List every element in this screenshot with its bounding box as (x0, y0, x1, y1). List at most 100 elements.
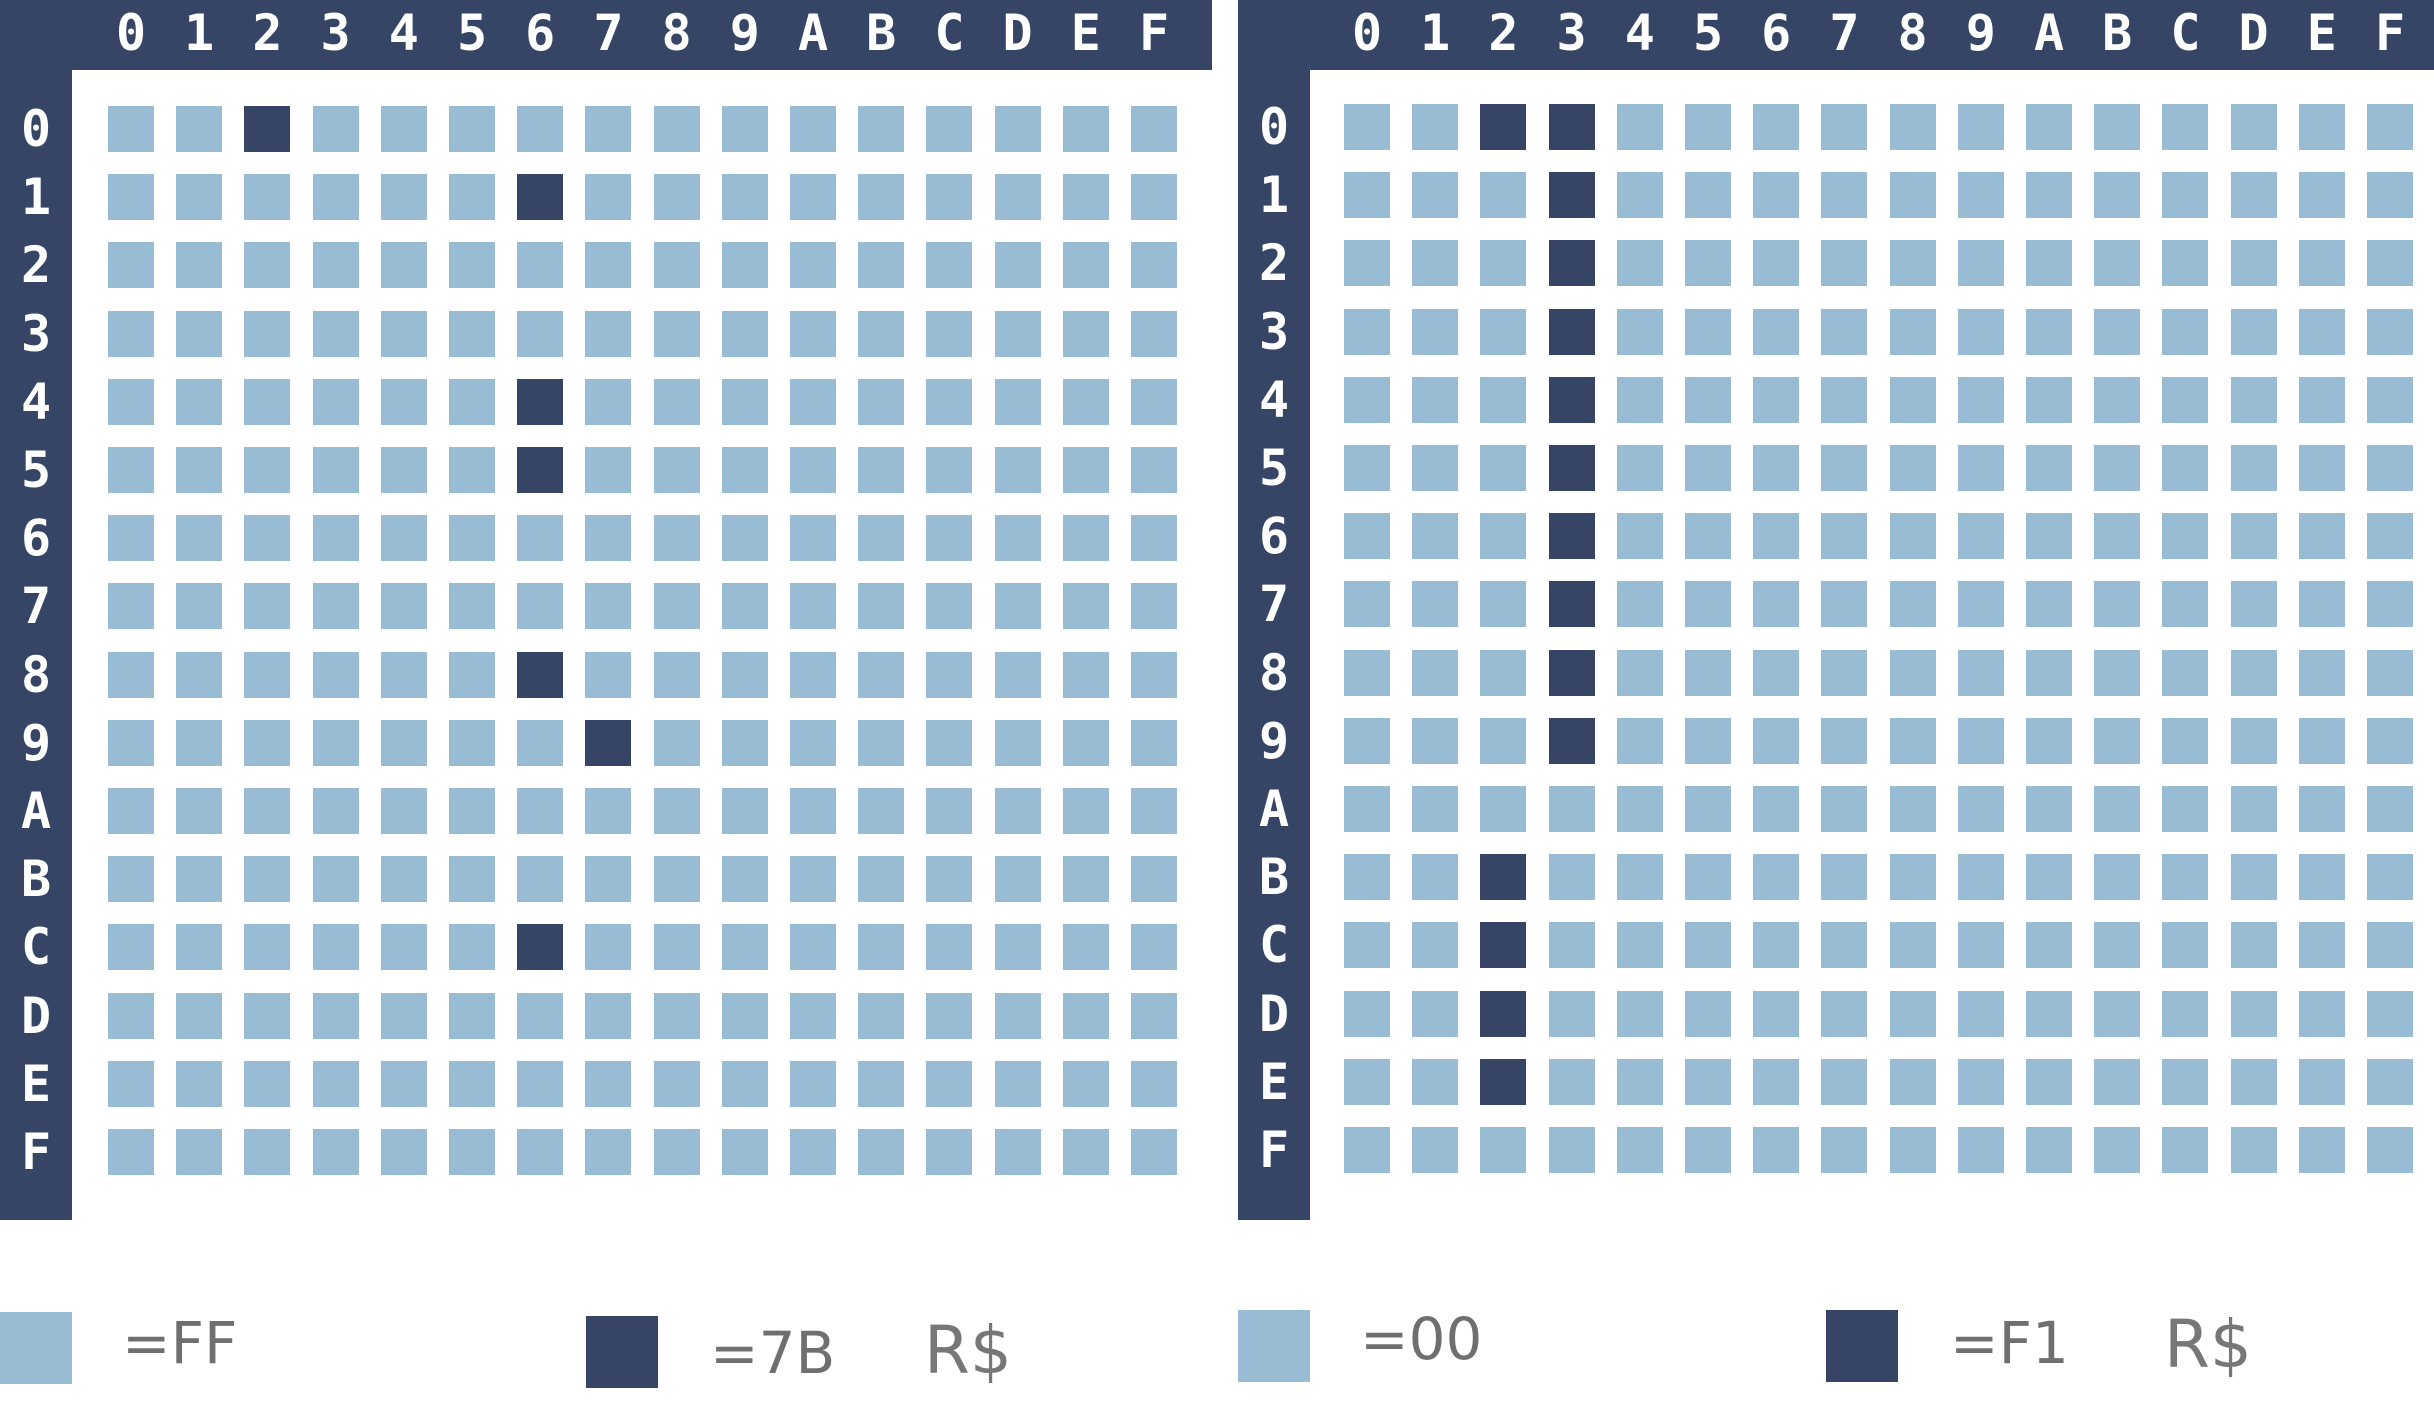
grid-cell-39 (1958, 309, 2004, 355)
grid-cell-D6 (517, 993, 563, 1039)
grid-cell-31 (1412, 309, 1458, 355)
grid-cell-B2 (1480, 854, 1526, 900)
grid-cell-C7 (1821, 922, 1867, 968)
grid-cell-28 (1890, 240, 1936, 286)
grid-cell-90 (1344, 718, 1390, 764)
grid-cell-E8 (1890, 1059, 1936, 1105)
column-header-bar (0, 0, 1212, 70)
grid-cell-87 (585, 652, 631, 698)
grid-cell-68 (654, 515, 700, 561)
grid-cell-E1 (176, 1061, 222, 1107)
grid-cell-2A (2026, 240, 2072, 286)
grid-cell-A0 (1344, 786, 1390, 832)
grid-cell-03 (1549, 104, 1595, 150)
grid-cell-B8 (654, 856, 700, 902)
grid-cell-4F (2367, 377, 2413, 423)
grid-cell-82 (244, 652, 290, 698)
grid-cell-E4 (381, 1061, 427, 1107)
grid-cell-71 (176, 583, 222, 629)
grid-cell-E2 (1480, 1059, 1526, 1105)
grid-cell-0B (858, 106, 904, 152)
grid-cell-80 (1344, 650, 1390, 696)
grid-cell-8E (1063, 652, 1109, 698)
grid-cell-A1 (176, 788, 222, 834)
grid-cell-1C (2162, 172, 2208, 218)
grid-cell-A4 (381, 788, 427, 834)
grid-cell-E0 (1344, 1059, 1390, 1105)
grid-cell-A9 (1958, 786, 2004, 832)
grid-cell-06 (517, 106, 563, 152)
grid-cell-04 (1617, 104, 1663, 150)
row-label-4: 4 (20, 372, 52, 431)
grid-cell-F7 (1821, 1127, 1867, 1173)
grid-cell-CA (2026, 922, 2072, 968)
grid-cell-B6 (1753, 854, 1799, 900)
grid-cell-95 (1685, 718, 1731, 764)
grid-cell-13 (313, 174, 359, 220)
grid-cell-45 (449, 379, 495, 425)
grid-cell-C6 (517, 924, 563, 970)
grid-cell-CA (790, 924, 836, 970)
grid-cell-29 (1958, 240, 2004, 286)
grid-cell-D9 (1958, 991, 2004, 1037)
grid-cell-01 (1412, 104, 1458, 150)
row-label-3: 3 (1258, 302, 1290, 361)
grid-cell-BA (790, 856, 836, 902)
row-label-F: F (1258, 1121, 1290, 1179)
grid-cell-BD (995, 856, 1041, 902)
grid-cell-1F (1131, 174, 1177, 220)
grid-cell-5A (2026, 445, 2072, 491)
grid-cell-61 (176, 515, 222, 561)
grid-cell-BE (2299, 854, 2345, 900)
grid-cell-58 (1890, 445, 1936, 491)
grid-cell-F3 (313, 1129, 359, 1175)
grid-cell-37 (1821, 309, 1867, 355)
grid-cell-DB (858, 993, 904, 1039)
row-label-5: 5 (20, 441, 52, 499)
grid-cell-21 (176, 242, 222, 288)
row-label-2: 2 (20, 236, 52, 295)
row-label-9: 9 (1258, 711, 1290, 770)
grid-cell-04 (381, 106, 427, 152)
grid-cell-85 (1685, 650, 1731, 696)
grid-cell-0C (926, 106, 972, 152)
grid-cell-FC (926, 1129, 972, 1175)
grid-cell-65 (1685, 513, 1731, 559)
grid-cell-B7 (1821, 854, 1867, 900)
grid-cell-FF (2367, 1127, 2413, 1173)
grid-cell-EA (2026, 1059, 2072, 1105)
grid-cell-A1 (1412, 786, 1458, 832)
grid-cell-92 (244, 720, 290, 766)
grid-cell-97 (1821, 718, 1867, 764)
grid-cell-FD (2231, 1127, 2277, 1173)
column-header-bar (1238, 0, 2434, 70)
grid-cell-CD (2231, 922, 2277, 968)
grid-cell-FA (790, 1129, 836, 1175)
grid-cell-D5 (449, 993, 495, 1039)
grid-cell-D6 (1753, 991, 1799, 1037)
grid-cell-02 (1480, 104, 1526, 150)
grid-cell-2A (790, 242, 836, 288)
grid-cell-41 (1412, 377, 1458, 423)
grid-cell-F5 (1685, 1127, 1731, 1173)
grid-cell-D8 (1890, 991, 1936, 1037)
grid-cell-A3 (313, 788, 359, 834)
grid-cell-7F (2367, 581, 2413, 627)
grid-cell-E3 (1549, 1059, 1595, 1105)
grid-cell-2B (2094, 240, 2140, 286)
grid-cell-CC (926, 924, 972, 970)
grid-cell-5E (2299, 445, 2345, 491)
grid-cell-7E (1063, 583, 1109, 629)
grid-cell-9C (926, 720, 972, 766)
grid-cell-05 (1685, 104, 1731, 150)
grid-cell-B2 (244, 856, 290, 902)
column-label-8: 8 (1897, 4, 1928, 62)
grid-cell-20 (108, 242, 154, 288)
grid-cell-8E (2299, 650, 2345, 696)
grid-cell-4E (2299, 377, 2345, 423)
grid-cell-80 (108, 652, 154, 698)
grid-cell-99 (722, 720, 768, 766)
grid-cell-16 (517, 174, 563, 220)
column-label-F: F (1138, 4, 1170, 62)
grid-cell-DF (2367, 991, 2413, 1037)
